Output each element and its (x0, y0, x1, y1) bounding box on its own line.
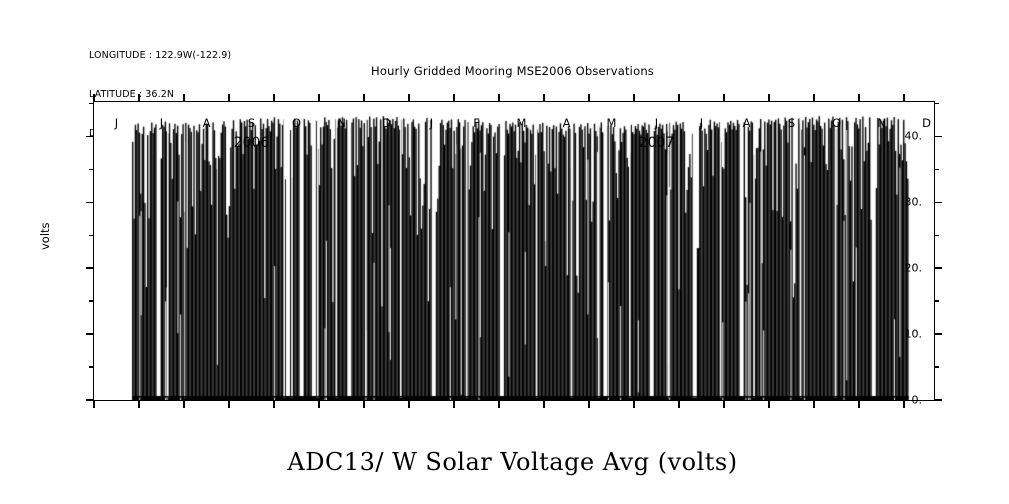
y-axis-tick-minor-right (934, 234, 939, 236)
x-axis-tick-top (228, 94, 230, 102)
x-axis-tick (318, 400, 320, 408)
x-axis-tick (363, 400, 365, 408)
x-axis-tick-top (363, 94, 365, 102)
x-axis-tick-top (858, 94, 860, 102)
x-axis-tick-top (498, 94, 500, 102)
y-axis-tick-major (86, 333, 94, 335)
plot-area: 0. 10. 20. 30. 40. J J A S O N D J F M A M J J A S O N D 2006 20… (86, 94, 942, 408)
x-axis-tick (453, 400, 455, 408)
x-axis-month-label: M (606, 116, 617, 130)
y-axis-tick-minor (89, 300, 94, 302)
x-axis-tick-top (588, 94, 590, 102)
x-axis-month-label: S (247, 116, 256, 130)
x-axis-tick (768, 400, 770, 408)
x-axis-tick-top (453, 94, 455, 102)
x-axis-tick (633, 400, 635, 408)
x-axis-tick-top (903, 94, 905, 102)
x-axis-tick (93, 400, 95, 408)
y-axis-tick-label: 30. (904, 195, 923, 209)
x-axis-tick-top (138, 94, 140, 102)
y-axis-tick-major-right (934, 399, 942, 401)
x-axis-tick-top (678, 94, 680, 102)
y-axis-label-text: volts (38, 222, 52, 250)
x-axis-tick-top (768, 94, 770, 102)
x-axis-tick (543, 400, 545, 408)
y-axis-tick-major (86, 399, 94, 401)
x-axis-tick-top (813, 94, 815, 102)
y-axis-tick-minor (89, 366, 94, 368)
y-axis-tick-minor (89, 102, 94, 104)
x-axis-month-label: J (114, 116, 119, 130)
x-axis-month-label: J (429, 116, 434, 130)
x-axis-month-label: S (787, 116, 796, 130)
x-axis-tick (183, 400, 185, 408)
y-axis-tick-label: 0. (911, 393, 923, 407)
y-axis-tick-label: 40. (904, 129, 923, 143)
x-axis-tick (723, 400, 725, 408)
x-axis-month-label: J (654, 116, 659, 130)
x-axis-tick-top (723, 94, 725, 102)
plot-inner (94, 102, 934, 400)
x-axis-tick-top (543, 94, 545, 102)
x-axis-tick-top (633, 94, 635, 102)
y-axis-tick-minor-right (934, 168, 939, 170)
x-axis-month-label: O (831, 116, 842, 130)
time-series-plot (94, 102, 934, 400)
y-axis-label: volts (38, 222, 52, 250)
x-axis-month-label: A (562, 116, 571, 130)
y-axis-tick-major (86, 267, 94, 269)
x-axis-tick (228, 400, 230, 408)
x-axis-tick (588, 400, 590, 408)
x-axis-year-label: 2006 (233, 135, 270, 151)
y-axis-tick-minor-right (934, 300, 939, 302)
x-axis-month-label: A (742, 116, 751, 130)
y-axis-tick-minor-right (934, 102, 939, 104)
y-axis-tick-major-right (934, 267, 942, 269)
x-axis-tick (273, 400, 275, 408)
x-axis-month-label: N (877, 116, 886, 130)
x-axis-month-label: N (337, 116, 346, 130)
y-axis-tick-major-right (934, 201, 942, 203)
figure-caption-text: ADC13/ W Solar Voltage Avg (volts) (287, 448, 738, 476)
chart-title-text: Hourly Gridded Mooring MSE2006 Observati… (370, 64, 654, 78)
x-axis-month-label: A (202, 116, 211, 130)
y-axis-tick-major (86, 201, 94, 203)
latitude-text: LATITUDE : 36.2N (89, 89, 175, 100)
x-axis-tick-top (273, 94, 275, 102)
x-axis-tick-top (318, 94, 320, 102)
x-axis-month-label: O (291, 116, 302, 130)
x-axis-tick (408, 400, 410, 408)
y-axis-tick-minor (89, 234, 94, 236)
y-axis-tick-major-right (934, 333, 942, 335)
x-axis-tick (138, 400, 140, 408)
x-axis-tick-top (408, 94, 410, 102)
x-axis-month-label: D (922, 116, 931, 130)
x-axis-tick (813, 400, 815, 408)
x-axis-month-label: J (699, 116, 704, 130)
x-axis-tick (498, 400, 500, 408)
y-axis-tick-minor (89, 168, 94, 170)
x-axis-month-label: J (159, 116, 164, 130)
y-axis-tick-minor-right (934, 366, 939, 368)
x-axis-month-label: D (382, 116, 391, 130)
x-axis-month-label: F (473, 116, 480, 130)
x-axis-year-label: 2007 (638, 135, 675, 151)
x-axis-tick-top (93, 94, 95, 102)
x-axis-tick (903, 400, 905, 408)
longitude-text: LONGITUDE : 122.9W(-122.9) (89, 50, 232, 61)
figure-caption: ADC13/ W Solar Voltage Avg (volts) (0, 448, 1009, 476)
y-axis-tick-major (86, 135, 94, 137)
x-axis-tick-top (183, 94, 185, 102)
y-axis-tick-major-right (934, 135, 942, 137)
x-axis-tick (858, 400, 860, 408)
y-axis-tick-label: 20. (904, 261, 923, 275)
chart-title: Hourly Gridded Mooring MSE2006 Observati… (0, 64, 1009, 78)
x-axis-month-label: M (516, 116, 527, 130)
x-axis-tick (678, 400, 680, 408)
y-axis-tick-label: 10. (904, 327, 923, 341)
